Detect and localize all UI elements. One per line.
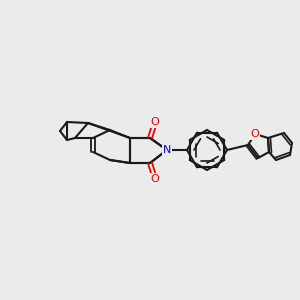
Text: N: N <box>163 145 171 155</box>
Text: O: O <box>151 174 159 184</box>
Text: O: O <box>250 129 260 139</box>
Text: O: O <box>151 117 159 127</box>
